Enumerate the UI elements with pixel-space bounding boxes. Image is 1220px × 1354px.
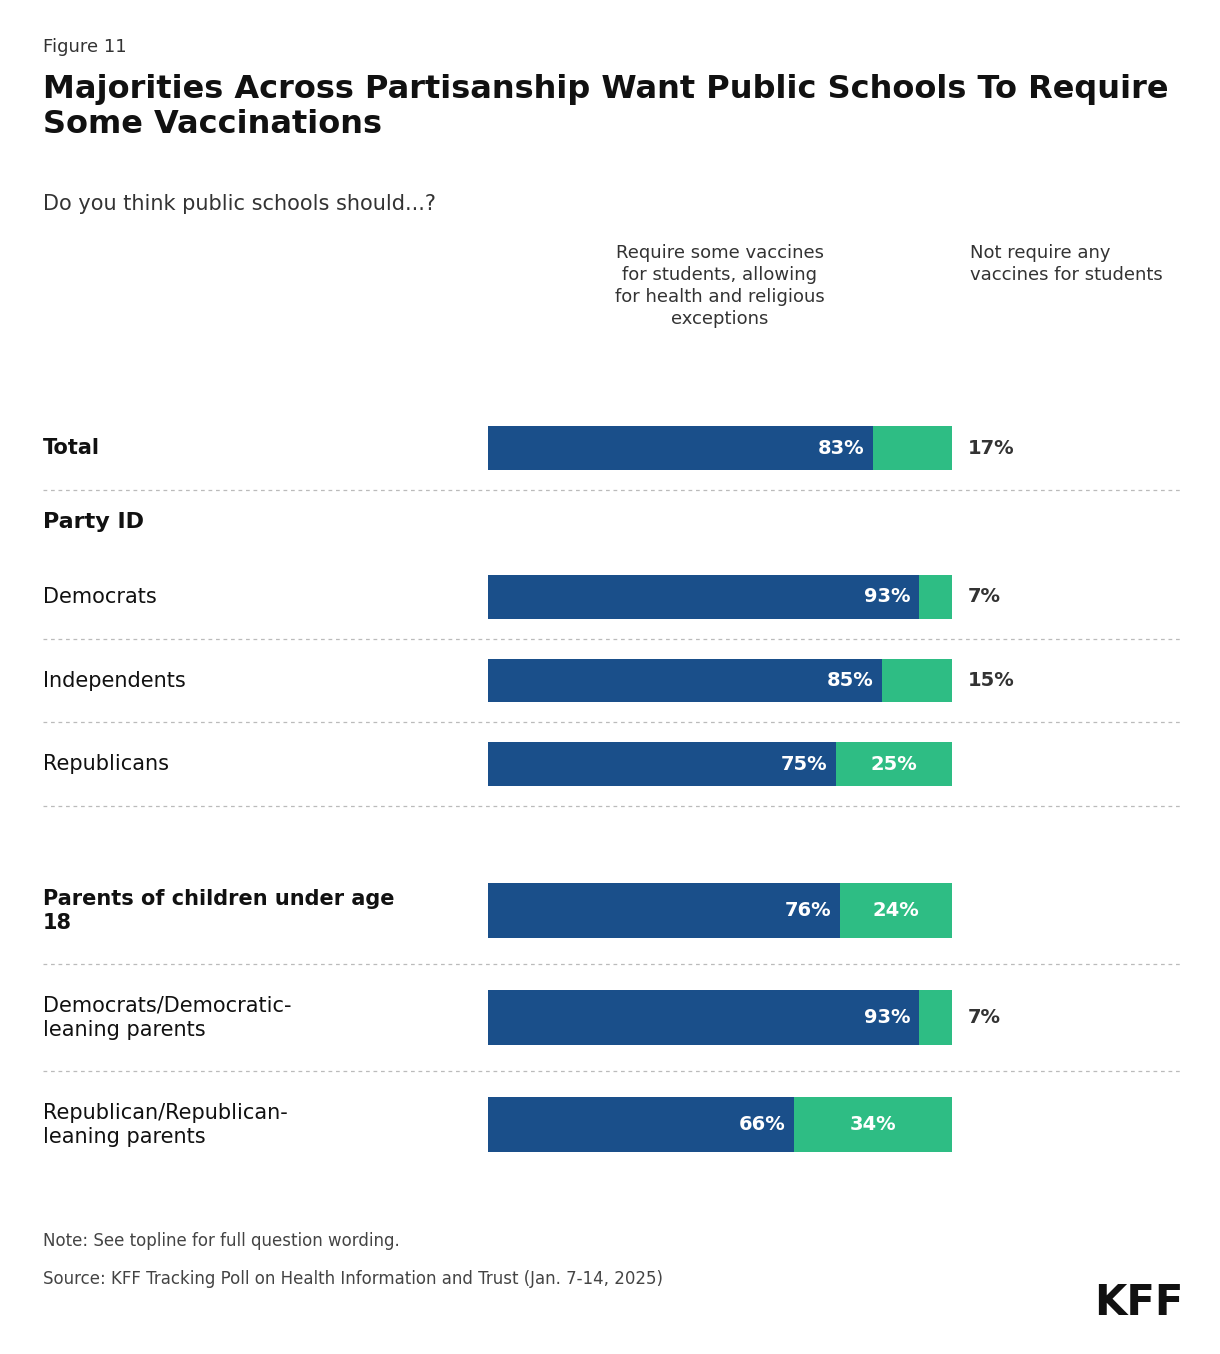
Bar — [794, 1097, 952, 1152]
Text: Not require any
vaccines for students: Not require any vaccines for students — [970, 244, 1163, 284]
Text: Parents of children under age
18: Parents of children under age 18 — [43, 888, 394, 933]
Text: 93%: 93% — [864, 1009, 910, 1028]
Text: 83%: 83% — [817, 439, 864, 458]
Bar — [872, 427, 952, 470]
Text: 15%: 15% — [967, 672, 1014, 691]
Bar — [488, 742, 836, 785]
Text: 17%: 17% — [967, 439, 1014, 458]
Bar — [488, 659, 882, 703]
Bar — [488, 575, 919, 619]
Text: 85%: 85% — [827, 672, 874, 691]
Text: Independents: Independents — [43, 670, 185, 691]
Text: Total: Total — [43, 439, 100, 458]
Bar — [919, 575, 952, 619]
Bar — [919, 990, 952, 1045]
Bar — [488, 427, 872, 470]
Text: 66%: 66% — [738, 1114, 786, 1135]
Bar — [488, 883, 841, 938]
Text: Republican/Republican-
leaning parents: Republican/Republican- leaning parents — [43, 1102, 288, 1147]
Bar — [488, 990, 919, 1045]
Text: Party ID: Party ID — [43, 512, 144, 532]
Text: KFF: KFF — [1094, 1282, 1183, 1324]
Bar — [841, 883, 952, 938]
Text: 24%: 24% — [872, 902, 920, 921]
Text: 34%: 34% — [849, 1114, 897, 1135]
Text: 93%: 93% — [864, 588, 910, 607]
Text: Republicans: Republicans — [43, 754, 168, 774]
Text: 76%: 76% — [786, 902, 832, 921]
Text: 7%: 7% — [967, 588, 1000, 607]
Text: Majorities Across Partisanship Want Public Schools To Require
Some Vaccinations: Majorities Across Partisanship Want Publ… — [43, 74, 1169, 139]
Text: Source: KFF Tracking Poll on Health Information and Trust (Jan. 7-14, 2025): Source: KFF Tracking Poll on Health Info… — [43, 1270, 662, 1288]
Text: Democrats/Democratic-
leaning parents: Democrats/Democratic- leaning parents — [43, 995, 292, 1040]
Text: Figure 11: Figure 11 — [43, 38, 127, 56]
Text: Do you think public schools should...?: Do you think public schools should...? — [43, 194, 436, 214]
Text: Democrats: Democrats — [43, 586, 156, 607]
Text: 7%: 7% — [967, 1009, 1000, 1028]
Text: Require some vaccines
for students, allowing
for health and religious
exceptions: Require some vaccines for students, allo… — [615, 244, 825, 328]
Text: 25%: 25% — [870, 754, 917, 773]
Bar — [882, 659, 952, 703]
Text: 75%: 75% — [781, 754, 827, 773]
Bar — [488, 1097, 794, 1152]
Bar — [836, 742, 952, 785]
Text: Note: See topline for full question wording.: Note: See topline for full question word… — [43, 1232, 399, 1250]
